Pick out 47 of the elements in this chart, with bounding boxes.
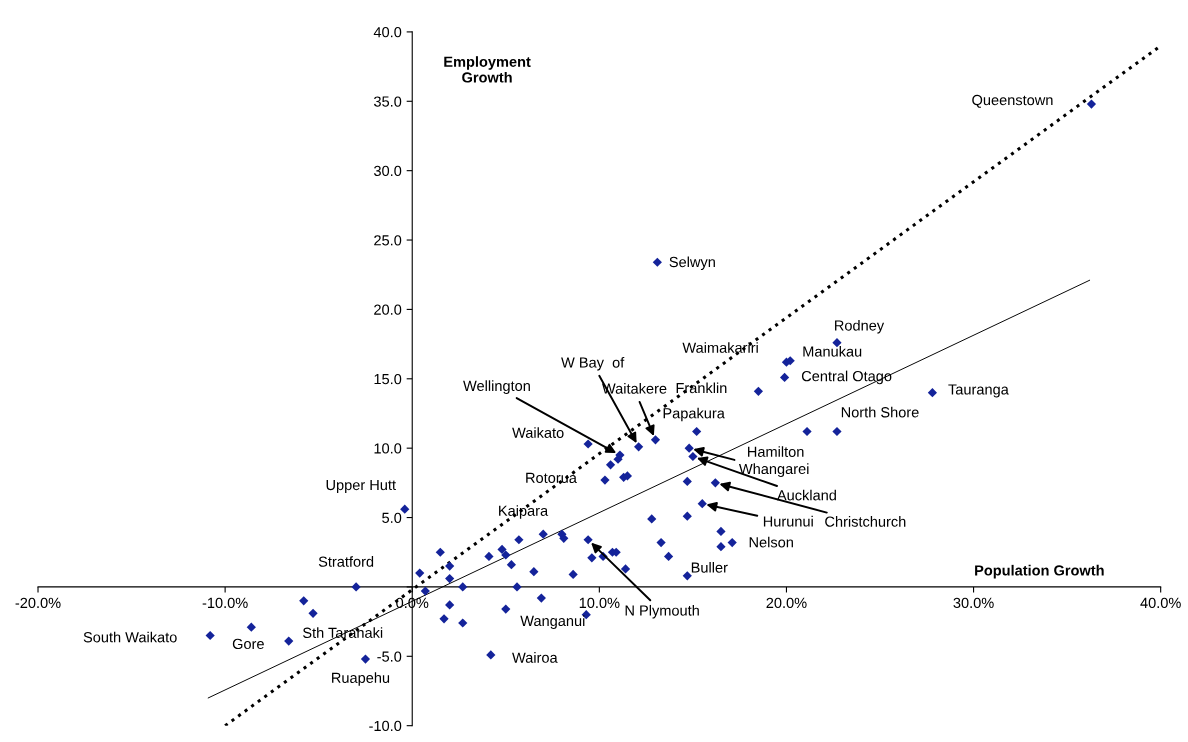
y-tick-label: 25.0 [374,235,402,246]
annotation: Franklin [676,382,727,394]
x-tick-label: 30.0% [953,597,994,609]
annotation: Rotorua [526,472,577,483]
annotation: W Bay of [561,357,625,371]
annotation: Waikato [512,427,564,438]
annotation: Christchurch [825,516,906,527]
annotation: Kaipara [499,505,549,519]
annotation: South Waikato [83,631,177,643]
annotation: Gore [232,638,264,650]
annotation: Papakura [663,407,725,422]
annotation: Wellington [463,380,530,394]
annotation: Auckland [776,489,836,501]
annotation: Rodney [835,319,885,334]
annotation: Ruapehu [332,672,390,686]
annotation: Upper Hutt [326,479,396,494]
annotation: Waimakariri [682,342,758,353]
x-tick-label: -10.0% [202,597,248,609]
x-tick-label: 20.0% [766,597,807,609]
y-tick-label: 5.0 [382,512,402,523]
annotation: Selwyn [669,256,715,271]
y-tick-label: 20.0 [374,304,402,315]
x-tick-label: 40.0% [1140,597,1181,609]
x-axis-title: Population Growth [975,564,1104,579]
y-tick-label: -5.0 [377,651,402,662]
annotation: North Shore [841,406,919,418]
y-axis-title: Employment Growth [444,56,531,83]
annotation: Queenstown [972,94,1053,108]
annotation: N Plymouth [625,604,699,619]
annotation: Manukau [803,345,862,357]
y-tick-label: 40.0 [373,27,402,38]
y-tick-label: 15.0 [374,373,402,385]
annotation: Hamilton [748,446,804,457]
annotation: Buller [691,562,728,573]
annotation: Hurunui [763,515,813,527]
x-tick-label: 10.0% [579,597,620,609]
annotation: Nelson [749,536,793,548]
annotation: Wairoa [512,652,558,663]
annotation: Whangarei [738,463,809,477]
annotation: Stratford [318,556,374,567]
y-tick-label: 30.0 [373,165,402,177]
y-tick-label: 10.0 [374,443,402,454]
annotation: Wanganui [520,615,585,629]
annotation: Tauranga [948,384,1009,398]
x-tick-label: -20.0% [15,597,61,609]
y-tick-label: 35.0 [373,96,402,107]
y-tick-label: -10.0 [369,720,402,732]
